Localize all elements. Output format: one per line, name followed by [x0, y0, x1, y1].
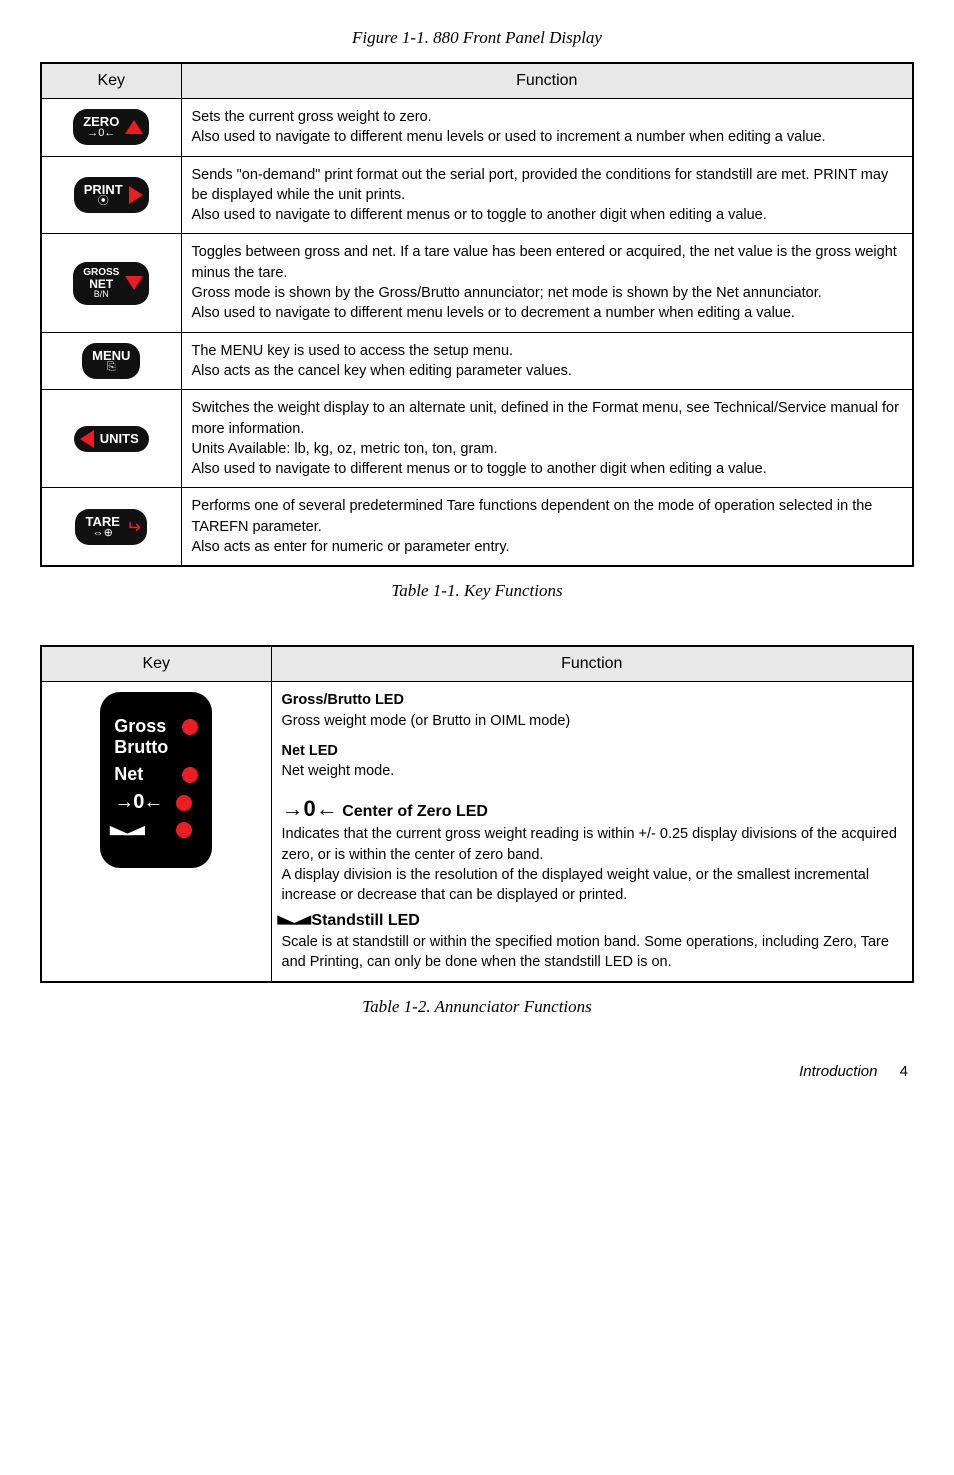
annunciator-panel-cell: Gross Brutto Net →0← — [41, 682, 271, 982]
th2-function: Function — [271, 646, 913, 682]
arrow-up-icon — [125, 120, 143, 134]
net-led-heading: Net LED — [282, 741, 903, 761]
function-cell: Toggles between gross and net. If a tare… — [181, 234, 913, 332]
key-cell: PRINT⦿ — [41, 156, 181, 234]
key-menu: MENU⎘ — [82, 343, 140, 379]
key-cell: TARE⇔⊕ ↵ — [41, 488, 181, 566]
th-key: Key — [41, 63, 181, 99]
annun-zero-row: →0← — [114, 791, 198, 814]
key-gross: GROSSNETB/N — [73, 262, 149, 305]
footer-page-number: 4 — [900, 1063, 908, 1080]
figure-caption: Figure 1-1. 880 Front Panel Display — [40, 28, 914, 48]
key-functions-table: Key Function ZERO→0← Sets the current gr… — [40, 62, 914, 567]
key-print: PRINT⦿ — [74, 177, 149, 213]
function-cell: Sets the current gross weight to zero.Al… — [181, 99, 913, 157]
th-function: Function — [181, 63, 913, 99]
center-zero-icon: →0← — [114, 791, 168, 814]
annun-standstill-row: ◣◢ — [114, 820, 198, 840]
annunciator-panel: Gross Brutto Net →0← — [100, 692, 212, 868]
key-zero: ZERO→0← — [73, 109, 149, 145]
enter-icon: ↵ — [126, 518, 141, 536]
th2-key: Key — [41, 646, 271, 682]
center-zero-heading: →0← Center of Zero LED — [282, 794, 903, 825]
annunciator-function-cell: Gross/Brutto LED Gross weight mode (or B… — [271, 682, 913, 982]
annun-gross-dot — [182, 719, 198, 735]
standstill-heading-icon: ◣ ◢ — [282, 910, 307, 930]
annun-zero-dot — [176, 795, 192, 811]
annun-net-dot — [182, 767, 198, 783]
function-cell: Sends "on-demand" print format out the s… — [181, 156, 913, 234]
key-cell: UNITS — [41, 390, 181, 488]
table1-caption: Table 1-1. Key Functions — [40, 581, 914, 601]
center-zero-arrow-l: → — [282, 796, 304, 821]
standstill-text: Scale is at standstill or within the spe… — [282, 932, 903, 973]
net-led-text: Net weight mode. — [282, 761, 903, 781]
gross-brutto-heading: Gross/Brutto LED — [282, 690, 903, 710]
annun-brutto-row: Brutto — [114, 737, 198, 758]
function-cell: The MENU key is used to access the setup… — [181, 332, 913, 390]
key-cell: GROSSNETB/N — [41, 234, 181, 332]
annun-brutto-label: Brutto — [114, 737, 174, 758]
key-cell: MENU⎘ — [41, 332, 181, 390]
page-footer: Introduction 4 — [40, 1063, 914, 1080]
key-cell: ZERO→0← — [41, 99, 181, 157]
gross-brutto-text: Gross weight mode (or Brutto in OIML mod… — [282, 711, 903, 731]
annun-net-label: Net — [114, 764, 174, 785]
function-cell: Switches the weight display to an altern… — [181, 390, 913, 488]
function-cell: Performs one of several predetermined Ta… — [181, 488, 913, 566]
annunciator-functions-table: Key Function Gross Brutto Net — [40, 645, 914, 982]
standstill-heading: ◣ ◢ Standstill LED — [282, 910, 903, 932]
key-units: UNITS — [74, 426, 149, 452]
annun-net-row: Net — [114, 764, 198, 785]
arrow-right-icon — [129, 186, 143, 204]
center-zero-arrow-r: ← — [316, 796, 338, 821]
annun-gross-label: Gross — [114, 716, 174, 737]
center-zero-text: Indicates that the current gross weight … — [282, 824, 903, 905]
annun-gross-row: Gross — [114, 716, 198, 737]
footer-section-label: Introduction — [799, 1063, 877, 1080]
annun-standstill-dot — [176, 822, 192, 838]
key-tare: TARE⇔⊕ ↵ — [75, 509, 147, 545]
table2-caption: Table 1-2. Annunciator Functions — [40, 997, 914, 1017]
arrow-down-icon — [125, 276, 143, 290]
standstill-icon: ◣◢ — [114, 820, 168, 840]
arrow-left-icon — [80, 430, 94, 448]
